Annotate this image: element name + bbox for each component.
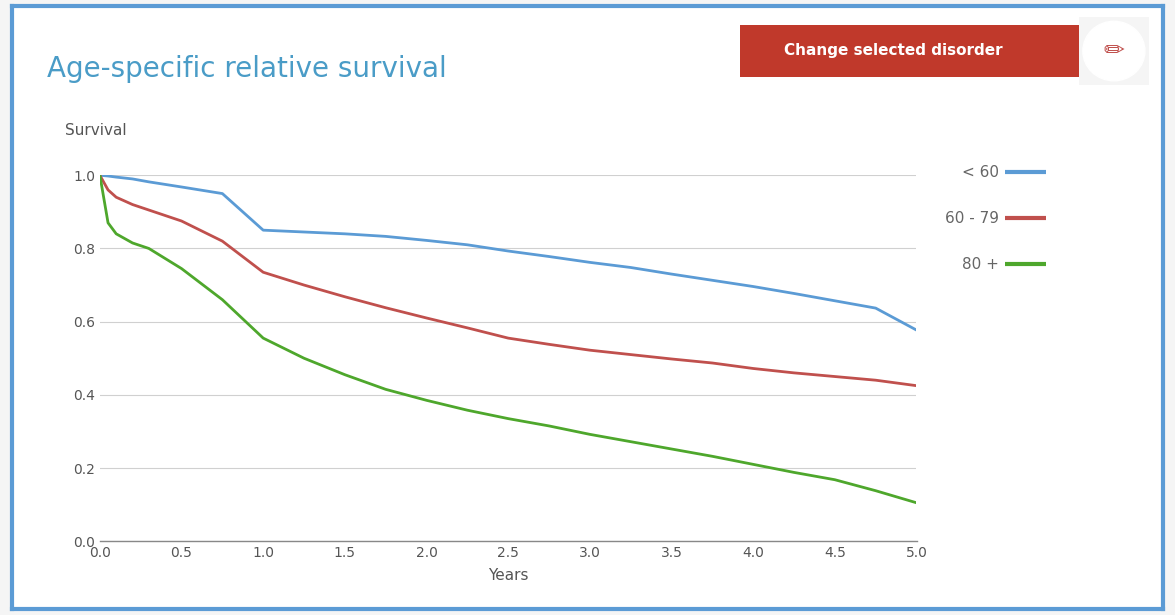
Text: Survival: Survival (65, 123, 126, 138)
Text: < 60: < 60 (962, 165, 999, 180)
Text: ✏: ✏ (1103, 39, 1124, 63)
Text: 80 +: 80 + (962, 257, 999, 272)
Text: Change selected disorder: Change selected disorder (784, 43, 1003, 58)
Text: 60 - 79: 60 - 79 (945, 211, 999, 226)
X-axis label: Years: Years (488, 568, 529, 584)
Circle shape (1083, 22, 1144, 81)
Text: Age-specific relative survival: Age-specific relative survival (47, 55, 447, 84)
